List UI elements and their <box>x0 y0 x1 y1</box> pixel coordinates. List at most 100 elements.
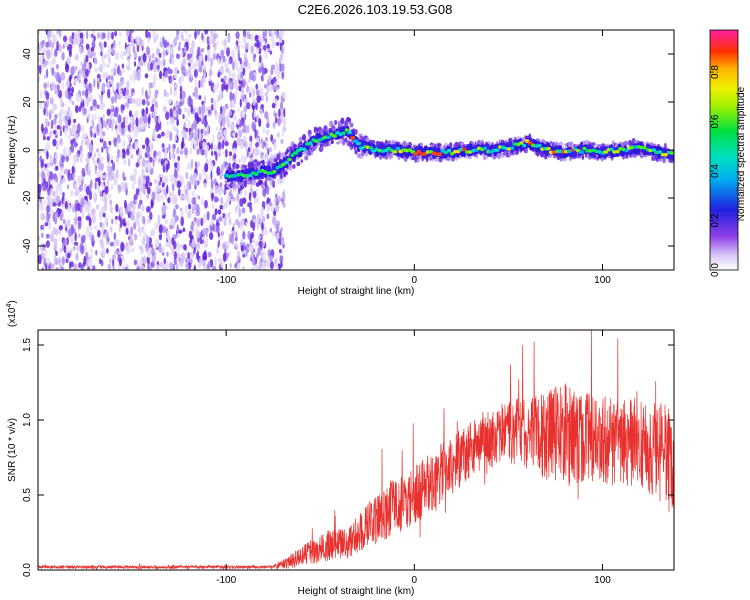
ridge-core-mark <box>519 141 524 145</box>
noise-mark <box>230 233 234 239</box>
noise-mark <box>270 64 276 70</box>
noise-mark <box>146 101 151 106</box>
noise-mark <box>205 174 209 181</box>
noise-mark <box>241 154 244 163</box>
noise-mark <box>79 32 84 39</box>
noise-mark <box>180 244 184 249</box>
noise-mark <box>254 129 257 139</box>
noise-mark <box>110 155 114 161</box>
noise-mark <box>136 100 141 107</box>
noise-mark <box>228 155 232 163</box>
noise-mark <box>159 70 163 80</box>
noise-mark <box>229 122 234 132</box>
noise-mark <box>114 120 119 126</box>
noise-mark <box>137 203 141 210</box>
noise-mark <box>71 86 74 94</box>
ridge-halo-mark <box>347 118 352 122</box>
noise-mark <box>229 233 232 244</box>
noise-mark <box>130 248 135 253</box>
noise-mark <box>105 241 109 246</box>
noise-mark <box>131 88 135 93</box>
noise-mark <box>65 40 69 46</box>
noise-mark <box>38 149 42 154</box>
noise-mark <box>45 233 50 239</box>
noise-mark <box>214 185 219 194</box>
noise-mark <box>139 155 143 160</box>
noise-mark <box>55 184 60 194</box>
noise-mark <box>155 100 159 110</box>
noise-mark <box>206 35 210 46</box>
noise-mark <box>217 149 221 154</box>
noise-mark <box>253 248 256 254</box>
noise-mark <box>64 127 68 137</box>
noise-mark <box>174 258 177 266</box>
ridge-core-mark <box>368 146 374 150</box>
noise-mark <box>74 133 79 141</box>
noise-mark <box>158 181 162 186</box>
noise-mark <box>76 36 80 47</box>
noise-mark <box>215 225 220 234</box>
noise-mark <box>276 63 280 73</box>
noise-mark <box>44 118 49 127</box>
noise-mark <box>164 70 169 79</box>
noise-mark <box>217 133 221 139</box>
noise-mark <box>198 106 202 115</box>
noise-mark <box>194 30 197 40</box>
noise-mark <box>268 147 273 153</box>
noise-mark <box>248 192 252 202</box>
noise-mark <box>108 55 111 65</box>
noise-mark <box>185 257 188 263</box>
noise-mark <box>257 212 260 221</box>
noise-mark <box>41 267 44 270</box>
noise-mark <box>99 239 104 245</box>
noise-mark <box>250 44 254 55</box>
noise-mark <box>46 68 49 79</box>
noise-mark <box>149 211 153 221</box>
noise-mark <box>176 30 180 36</box>
noise-mark <box>112 265 116 270</box>
noise-mark <box>141 205 145 212</box>
noise-mark <box>278 39 283 44</box>
colorbar-tick-label: 0.2 <box>710 213 721 227</box>
noise-mark <box>102 114 105 119</box>
noise-mark <box>262 216 266 222</box>
noise-mark <box>179 258 184 268</box>
ridge-halo-mark <box>264 180 268 188</box>
ridge-core-mark <box>392 150 398 154</box>
noise-mark <box>130 42 135 47</box>
noise-mark <box>262 45 267 51</box>
noise-mark <box>196 218 201 227</box>
noise-mark <box>73 241 79 246</box>
noise-mark <box>152 64 157 73</box>
noise-mark <box>63 114 66 123</box>
noise-mark <box>218 239 221 245</box>
noise-mark <box>259 108 264 115</box>
noise-mark <box>175 100 179 110</box>
noise-mark <box>168 75 173 84</box>
noise-mark <box>121 63 125 69</box>
noise-mark <box>142 157 146 168</box>
noise-mark <box>143 236 145 247</box>
noise-mark <box>159 261 164 268</box>
noise-mark <box>53 71 58 78</box>
noise-mark <box>46 204 51 213</box>
noise-mark <box>133 61 137 67</box>
noise-mark <box>183 107 188 113</box>
noise-mark <box>58 225 64 231</box>
noise-mark <box>221 139 225 150</box>
noise-mark <box>142 52 147 63</box>
noise-mark <box>60 155 65 164</box>
noise-mark <box>128 136 131 142</box>
noise-mark <box>221 242 227 250</box>
spectrogram-y-tick-label: 40 <box>22 48 33 60</box>
noise-mark <box>207 251 212 258</box>
noise-mark <box>134 141 139 151</box>
noise-mark <box>76 202 81 212</box>
noise-mark <box>280 261 283 269</box>
noise-mark <box>72 161 76 167</box>
noise-mark <box>215 126 219 132</box>
noise-mark <box>77 220 82 230</box>
noise-mark <box>120 241 125 252</box>
noise-mark <box>111 122 114 132</box>
colorbar-label: Normalized spectral amplitude <box>736 86 747 221</box>
